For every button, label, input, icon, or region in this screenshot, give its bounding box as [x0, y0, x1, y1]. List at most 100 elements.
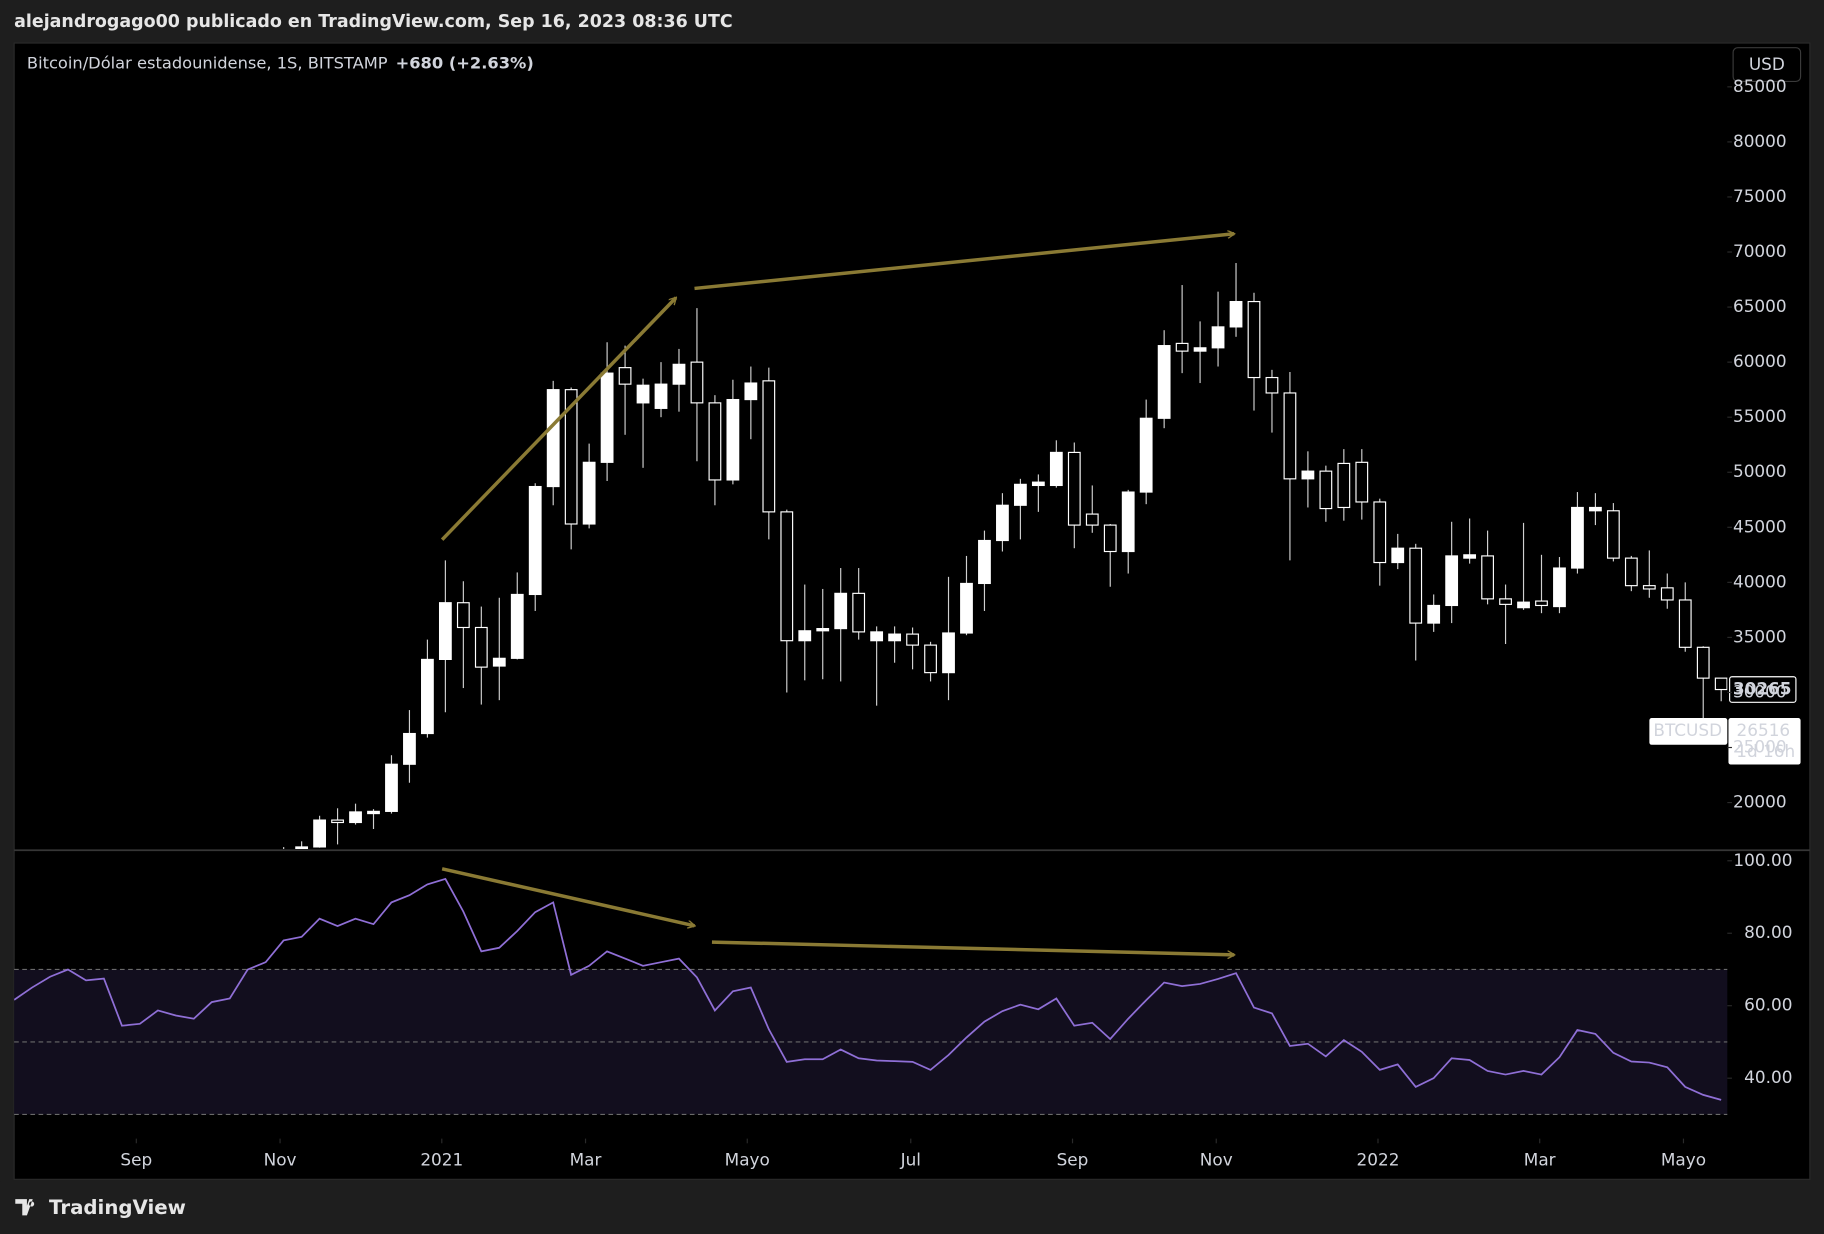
y-tick-label: 30000	[1733, 681, 1787, 701]
candle-body	[942, 632, 955, 674]
candle-body	[1714, 677, 1728, 691]
candle-body	[1553, 567, 1566, 608]
x-tick-label: Mar	[570, 1150, 602, 1170]
trend-arrow	[694, 234, 1235, 291]
y-tick-label: 20000	[1733, 792, 1787, 812]
y-tick-label: 45000	[1733, 516, 1787, 536]
x-tick-label: Jul	[900, 1150, 921, 1170]
x-tick-label: Sep	[1057, 1150, 1089, 1170]
logo-icon	[15, 1199, 35, 1216]
annotations	[440, 234, 1235, 955]
candle-body	[1427, 604, 1441, 624]
candle-body	[564, 389, 578, 525]
x-tick-label: 2022	[1357, 1150, 1400, 1170]
candle-body	[1121, 491, 1135, 553]
candle-body	[996, 504, 1009, 542]
candle-body	[726, 398, 740, 481]
candle-body	[367, 810, 380, 815]
candle-body	[1049, 451, 1063, 487]
logo-text: TradingView	[49, 1196, 186, 1219]
last-price-box	[1729, 676, 1797, 703]
candle-body	[1499, 598, 1512, 605]
candle-body	[1085, 513, 1099, 526]
candle-body	[852, 592, 866, 633]
candle-body	[1301, 470, 1315, 480]
candle-body	[600, 372, 614, 463]
candle-body	[1642, 585, 1656, 590]
x-tick-label: Nov	[1200, 1150, 1233, 1170]
y-tick-label: 80000	[1733, 131, 1787, 151]
y-tick-label: 85000	[1733, 76, 1787, 96]
candle-body	[1211, 326, 1225, 349]
candle-body	[636, 384, 650, 404]
candle-body	[906, 633, 919, 646]
candle-body	[1589, 506, 1602, 512]
candle-body	[1517, 601, 1530, 609]
y-tick-label: 60000	[1733, 351, 1787, 371]
candle-body	[1373, 501, 1387, 564]
candle-body	[492, 657, 506, 667]
candle-body	[1157, 345, 1171, 419]
candle-body	[708, 402, 722, 481]
candle-body	[1319, 470, 1333, 510]
trend-arrow	[441, 867, 694, 926]
candle-body	[456, 602, 470, 629]
currency-button[interactable]	[1732, 47, 1802, 82]
candle-body	[1103, 524, 1117, 553]
footer-bar	[0, 1181, 1824, 1234]
candle-body	[1445, 555, 1459, 607]
candle-body	[1139, 417, 1153, 493]
y-tick-label: 35000	[1733, 626, 1787, 646]
header: alejandrogago00 publicado en TradingView…	[14, 12, 733, 32]
candle-body	[1013, 483, 1027, 506]
candle-body	[474, 626, 488, 668]
candle-body	[1355, 461, 1369, 503]
candle-body	[672, 363, 686, 385]
candle-body	[1193, 347, 1207, 352]
x-tick-label: 2021	[420, 1150, 463, 1170]
candle-body	[1391, 547, 1405, 564]
y-tick-label: 25000	[1733, 737, 1787, 757]
y-tick-label: 75000	[1733, 186, 1787, 206]
candle-body	[1660, 587, 1674, 601]
candle-body	[582, 461, 596, 525]
candle-body	[870, 631, 884, 642]
candle-body	[510, 593, 524, 659]
candle-body	[385, 763, 398, 812]
candle-body	[1067, 451, 1081, 526]
candle-body	[421, 658, 434, 735]
candle-body	[313, 819, 326, 848]
candle-body	[1696, 646, 1710, 679]
candle-body	[618, 367, 632, 385]
candle-body	[744, 382, 758, 401]
symbol-label: BTCUSD	[1653, 720, 1722, 740]
candle-body	[924, 644, 937, 674]
trend-arrow	[711, 940, 1234, 955]
rsi-y-tick-label: 80.00	[1744, 922, 1792, 942]
candle-body	[1229, 300, 1243, 328]
candle-body	[438, 602, 452, 661]
y-tick-label: 55000	[1733, 406, 1787, 426]
candle-body	[1247, 300, 1261, 379]
candle-body	[331, 819, 344, 824]
rsi-line	[14, 877, 1722, 1101]
y-tick-label: 50000	[1733, 461, 1787, 481]
candle-body	[816, 628, 830, 632]
candle-body	[1409, 547, 1423, 624]
x-tick-label: Mar	[1524, 1150, 1556, 1170]
candle-body	[1535, 600, 1548, 607]
candle-body	[762, 380, 776, 513]
rsi-y-tick-label: 40.00	[1744, 1067, 1792, 1087]
candle-body	[403, 732, 416, 765]
symbol-price-label: 26516	[1737, 720, 1791, 740]
x-tick-label: Nov	[264, 1150, 297, 1170]
candle-body	[1283, 392, 1297, 480]
x-tick-label: Mayo	[1661, 1150, 1706, 1170]
candle-body	[1678, 599, 1692, 648]
candle-body	[1571, 506, 1584, 569]
symbol-tag	[1649, 718, 1728, 745]
symbol-price-box	[1728, 718, 1801, 765]
candle-body	[690, 361, 704, 404]
candle-body	[1463, 554, 1477, 559]
